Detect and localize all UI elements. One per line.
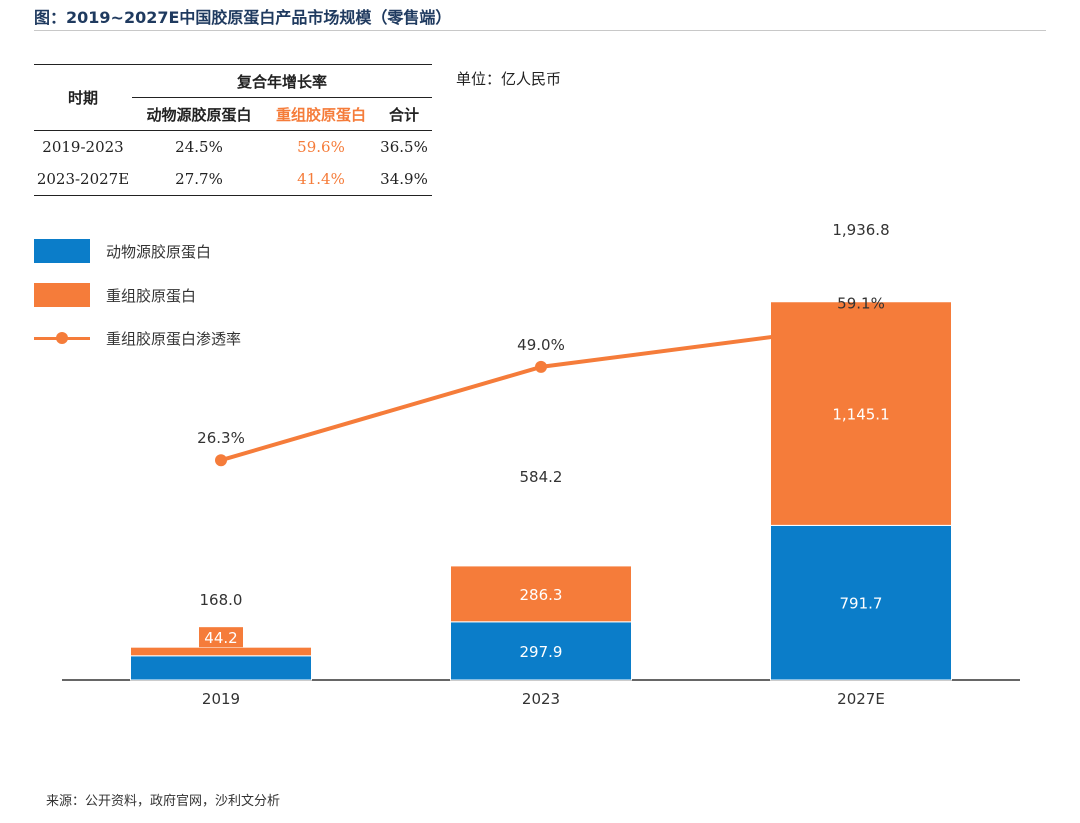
x-tick-label: 2027E — [837, 690, 885, 708]
penetration-label: 49.0% — [517, 336, 565, 354]
legend-item-animal: 动物源胶原蛋白 — [34, 239, 211, 263]
chart-title: 图：2019~2027E中国胶原蛋白产品市场规模（零售端） — [34, 8, 452, 27]
legend-swatch-penetration — [34, 326, 90, 350]
legend-label-animal: 动物源胶原蛋白 — [106, 242, 212, 261]
bar-animal-0 — [130, 655, 312, 681]
x-tick-label: 2023 — [522, 690, 560, 708]
cagr-table: 时期 复合年增长率 动物源胶原蛋白 重组胶原蛋白 合计 2019-2023 24… — [34, 64, 432, 196]
penetration-label: 59.1% — [837, 294, 885, 312]
table-cell-animal: 27.7% — [132, 163, 266, 196]
total-label: 584.2 — [520, 468, 563, 486]
data-label-recombinant: 1,145.1 — [832, 406, 889, 424]
table-header-period: 时期 — [34, 64, 132, 131]
data-label-animal: 297.9 — [520, 643, 563, 661]
table-header-total: 合计 — [376, 97, 432, 131]
table-cell-total: 36.5% — [380, 138, 428, 156]
legend-swatch-animal — [34, 239, 90, 263]
table-cell-total: 34.9% — [376, 163, 432, 196]
penetration-point — [535, 360, 547, 373]
bar-animal-2 — [770, 524, 952, 681]
penetration-point — [215, 454, 227, 467]
legend-item-recombinant: 重组胶原蛋白 — [34, 283, 196, 307]
total-label: 168.0 — [200, 591, 243, 609]
table-row: 2019-2023 24.5% 59.6% 36.5% — [34, 131, 432, 164]
table-row: 2023-2027E 27.7% 41.4% 34.9% — [34, 163, 432, 196]
bar-recombinant-2 — [770, 301, 952, 526]
penetration-point — [855, 319, 867, 332]
table-cell-recombinant: 41.4% — [266, 163, 376, 196]
title-divider — [34, 30, 1046, 31]
bar-animal-1 — [450, 621, 632, 681]
data-label-recombinant: 44.2 — [204, 629, 237, 647]
unit-label: 单位：亿人民币 — [456, 70, 562, 88]
bar-recombinant-0 — [130, 646, 312, 657]
table-cell-period: 2019-2023 — [42, 138, 124, 156]
legend-label-penetration: 重组胶原蛋白渗透率 — [106, 329, 242, 348]
table-cell-animal: 24.5% — [175, 138, 223, 156]
bar-recombinant-1 — [450, 565, 632, 623]
table-header-animal: 动物源胶原蛋白 — [132, 97, 266, 131]
table-cell-recombinant: 59.6% — [297, 138, 345, 156]
legend-label-recombinant: 重组胶原蛋白 — [106, 286, 197, 305]
legend-item-penetration: 重组胶原蛋白渗透率 — [34, 326, 241, 350]
data-label-bg — [199, 627, 243, 648]
total-label: 1,936.8 — [832, 221, 889, 239]
x-tick-label: 2019 — [202, 690, 240, 708]
data-label-animal: 791.7 — [840, 595, 883, 613]
table-header-recombinant: 重组胶原蛋白 — [266, 97, 376, 131]
penetration-label: 26.3% — [197, 429, 245, 447]
data-label-recombinant: 286.3 — [520, 586, 563, 604]
table-header-cagr: 复合年增长率 — [132, 64, 432, 98]
table-cell-period: 2023-2027E — [34, 163, 132, 196]
source-note: 来源：公开资料，政府官网，沙利文分析 — [46, 794, 281, 809]
legend-swatch-recombinant — [34, 283, 90, 307]
